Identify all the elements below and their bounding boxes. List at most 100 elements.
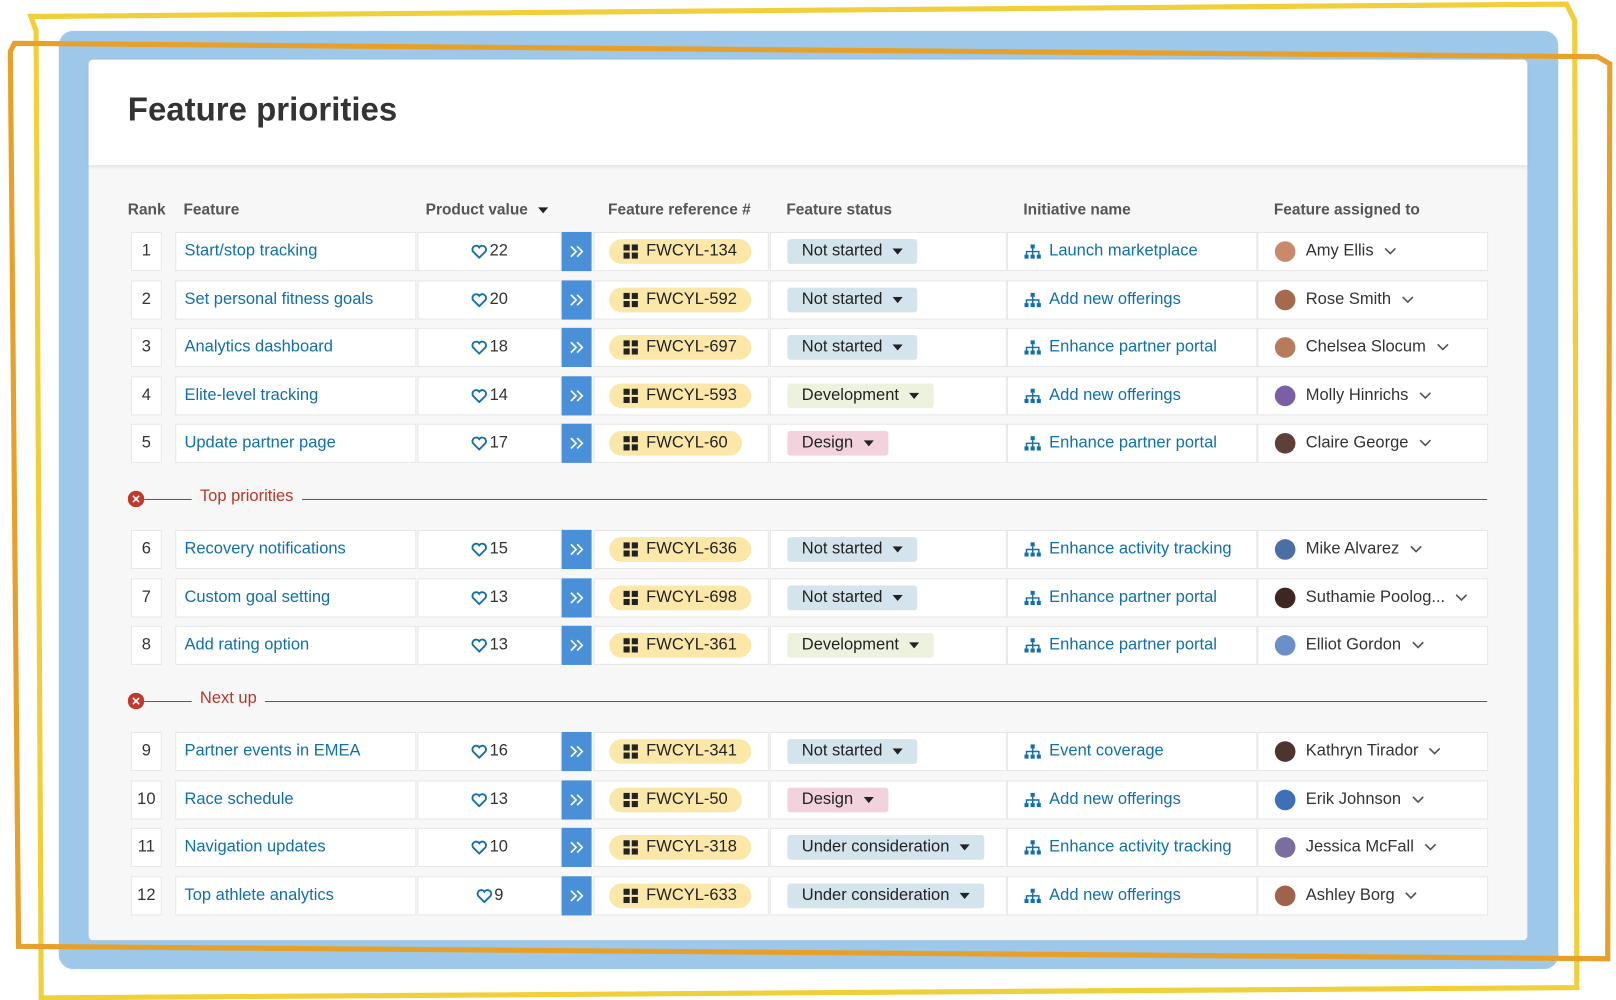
reference-cell: FWCYL-636	[593, 529, 769, 570]
reference-icon	[623, 244, 638, 259]
avatar	[1274, 885, 1296, 906]
expand-button[interactable]	[561, 279, 592, 320]
table-row: 2 Set personal fitness goals 20 FWCYL-592 No…	[130, 279, 1489, 320]
expand-button[interactable]	[561, 327, 592, 368]
table-row: 8 Add rating option 13 FWCYL-361 Development…	[130, 625, 1489, 665]
value-cell: 15	[417, 529, 562, 570]
expand-button[interactable]	[561, 731, 592, 772]
collapse-button[interactable]	[127, 490, 145, 507]
rank-cell: 7	[130, 577, 162, 617]
reference: FWCYL-318	[646, 838, 737, 856]
rank: 9	[141, 742, 151, 760]
rank-cell: 4	[130, 375, 162, 415]
reference-pill: FWCYL-341	[609, 739, 752, 764]
feature-cell: Recovery notifications	[175, 529, 417, 570]
reference: FWCYL-341	[646, 742, 737, 760]
expand-button[interactable]	[561, 423, 592, 463]
initiative-cell: Enhance activity tracking	[1006, 529, 1258, 570]
value-cell: 13	[417, 779, 562, 820]
status-pill[interactable]: Not started	[787, 335, 918, 360]
initiative-cell: Enhance partner portal	[1006, 625, 1258, 665]
initiative[interactable]: Launch marketplace	[1049, 242, 1198, 260]
assignee-dropdown	[1401, 295, 1414, 303]
reference: FWCYL-697	[646, 338, 737, 356]
expand-button[interactable]	[561, 875, 592, 915]
assignee: Molly Hinrichs	[1305, 386, 1409, 404]
expand-button[interactable]	[561, 375, 592, 415]
page-title: Feature priorities	[127, 90, 398, 128]
initiative[interactable]: Enhance activity tracking	[1049, 540, 1232, 558]
feature-name[interactable]: Analytics dashboard	[184, 338, 333, 356]
table-row: 6 Recovery notifications 15 FWCYL-636 Not st…	[130, 529, 1489, 570]
assignee-dropdown	[1455, 593, 1468, 601]
initiative[interactable]: Enhance partner portal	[1049, 338, 1217, 356]
reference: FWCYL-636	[646, 540, 737, 558]
feature-name[interactable]: Update partner page	[184, 434, 336, 452]
initiative-cell: Add new offerings	[1006, 279, 1258, 320]
feature-name[interactable]: Navigation updates	[184, 838, 326, 856]
rank-cell: 11	[130, 827, 162, 867]
initiative[interactable]: Add new offerings	[1049, 290, 1181, 308]
initiative[interactable]: Add new offerings	[1049, 386, 1181, 404]
expand-button[interactable]	[561, 625, 592, 665]
feature-name[interactable]: Partner events in EMEA	[184, 742, 361, 760]
reference-icon	[623, 840, 638, 855]
table-row: 5 Update partner page 17 FWCYL-60 Design Enha…	[130, 423, 1489, 463]
rank: 8	[141, 636, 151, 654]
status-pill[interactable]: Development	[787, 632, 935, 658]
expand-button[interactable]	[561, 529, 592, 570]
avatar	[1274, 539, 1296, 560]
status-pill[interactable]: Not started	[787, 537, 918, 562]
feature-name[interactable]: Top athlete analytics	[184, 886, 334, 904]
status-pill[interactable]: Under consideration	[787, 882, 985, 908]
assignee: Claire George	[1305, 434, 1409, 452]
initiative[interactable]: Enhance partner portal	[1049, 434, 1217, 452]
initiative[interactable]: Enhance activity tracking	[1049, 838, 1232, 856]
status-pill[interactable]: Development	[787, 382, 935, 408]
table-row: 12 Top athlete analytics 9 FWCYL-633 Under c…	[130, 875, 1489, 915]
feature-name[interactable]: Custom goal setting	[184, 588, 331, 606]
status-pill[interactable]: Not started	[787, 585, 918, 610]
expand-button[interactable]	[561, 779, 592, 820]
collapse-button[interactable]	[127, 692, 145, 709]
status-pill[interactable]: Not started	[787, 287, 918, 312]
value-icon	[476, 888, 492, 903]
initiative[interactable]: Add new offerings	[1049, 790, 1181, 808]
table-row: 9 Partner events in EMEA 16 FWCYL-341 Not st…	[130, 731, 1489, 772]
reference-cell: FWCYL-361	[593, 625, 769, 665]
feature-name[interactable]: Start/stop tracking	[184, 242, 318, 260]
feature-name[interactable]: Set personal fitness goals	[184, 290, 374, 308]
rank-cell: 1	[130, 231, 162, 272]
group-label: Next up	[191, 689, 266, 708]
initiative-cell: Enhance partner portal	[1006, 423, 1258, 463]
initiative[interactable]: Event coverage	[1049, 742, 1164, 760]
table-row: 1 Start/stop tracking 22 FWCYL-134 Not start…	[130, 231, 1489, 272]
status-pill[interactable]: Not started	[787, 239, 918, 264]
reference-pill: FWCYL-593	[609, 382, 752, 408]
status-pill[interactable]: Design	[787, 787, 889, 812]
expand-button[interactable]	[561, 577, 592, 617]
expand-button[interactable]	[561, 827, 592, 867]
column-header: Feature	[183, 201, 240, 219]
table-row: 4 Elite-level tracking 14 FWCYL-593 Developm…	[130, 375, 1489, 415]
value-icon	[471, 436, 487, 451]
feature-name[interactable]: Elite-level tracking	[184, 386, 319, 404]
value-cell: 22	[417, 231, 562, 272]
initiative[interactable]: Add new offerings	[1049, 886, 1181, 904]
avatar	[1274, 385, 1296, 406]
feature-name[interactable]: Recovery notifications	[184, 540, 346, 558]
initiative[interactable]: Enhance partner portal	[1049, 636, 1217, 654]
initiative[interactable]: Enhance partner portal	[1049, 588, 1217, 606]
product-value: 18	[489, 338, 508, 356]
status-pill[interactable]: Not started	[787, 739, 918, 764]
assignee-dropdown	[1411, 795, 1424, 803]
status-pill[interactable]: Design	[787, 430, 889, 456]
product-value: 10	[489, 838, 508, 856]
expand-button[interactable]	[561, 231, 592, 272]
product-value: 14	[489, 386, 508, 404]
status-pill[interactable]: Under consideration	[787, 835, 985, 860]
feature-name[interactable]: Add rating option	[184, 636, 310, 654]
value-cell: 9	[417, 875, 562, 915]
feature-name[interactable]: Race schedule	[184, 790, 294, 808]
